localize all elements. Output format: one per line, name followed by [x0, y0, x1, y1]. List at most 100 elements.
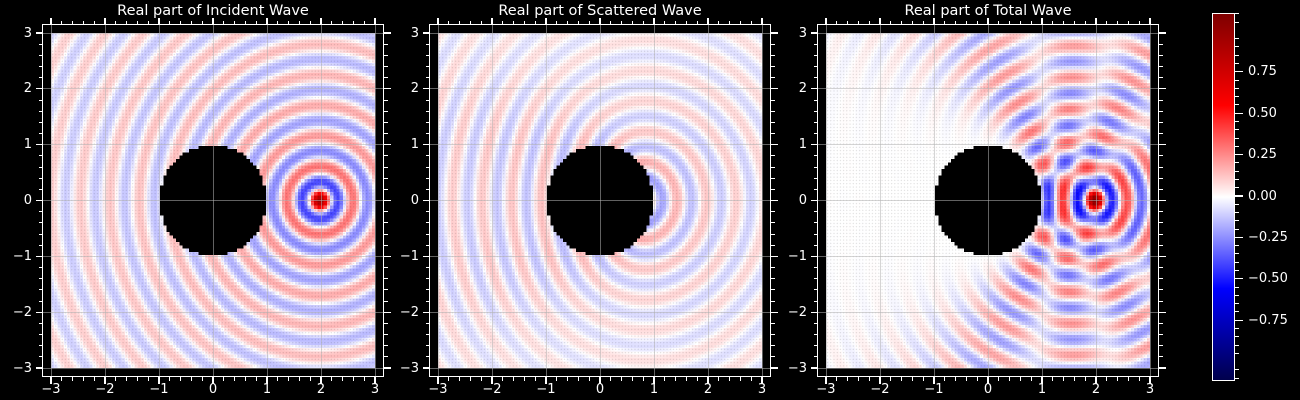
tick-mark — [422, 367, 429, 369]
tick-mark — [685, 20, 687, 24]
tick-mark — [1159, 54, 1163, 56]
colorbar-tick-label: 0.50 — [1248, 105, 1277, 121]
tick-mark — [38, 345, 42, 347]
y-tick-label: −2 — [399, 304, 419, 320]
grid-line-horizontal — [817, 367, 1159, 369]
tick-mark — [771, 133, 775, 134]
tick-mark — [459, 20, 461, 24]
tick-mark — [1159, 32, 1166, 34]
tick-mark — [136, 20, 138, 24]
x-tick-label: 3 — [757, 382, 767, 397]
tick-mark — [422, 88, 429, 90]
tick-mark — [771, 155, 775, 157]
tick-mark — [1159, 367, 1166, 369]
tick-mark — [38, 356, 42, 358]
tick-mark — [987, 17, 989, 24]
tick-mark — [813, 233, 817, 235]
tick-mark — [1159, 199, 1166, 202]
tick-mark — [384, 188, 388, 190]
colorbar-minor-tick — [1235, 21, 1239, 23]
tick-mark — [567, 20, 569, 24]
tick-mark — [813, 66, 817, 67]
tick-mark — [448, 20, 450, 24]
tick-mark — [1063, 20, 1065, 24]
tick-mark — [771, 66, 775, 67]
tick-mark — [72, 377, 74, 381]
colorbar-minor-tick — [1235, 377, 1239, 379]
tick-mark — [38, 188, 42, 190]
tick-mark — [955, 377, 957, 381]
tick-mark — [422, 255, 429, 257]
colorbar-minor-tick — [1235, 286, 1239, 288]
tick-mark — [425, 278, 429, 280]
tick-mark — [425, 77, 429, 79]
tick-mark — [1159, 133, 1163, 134]
tick-mark — [771, 121, 775, 123]
tick-mark — [422, 32, 429, 34]
tick-mark — [61, 377, 63, 381]
tick-mark — [425, 155, 429, 157]
grid-line-horizontal — [429, 367, 771, 369]
tick-mark — [425, 356, 429, 358]
tick-mark — [212, 377, 214, 384]
subplot-title: Real part of Incident Wave — [117, 3, 309, 19]
tick-mark — [320, 377, 322, 384]
tick-mark — [425, 222, 429, 224]
tick-mark — [813, 177, 817, 179]
tick-mark — [384, 356, 388, 358]
tick-mark — [1149, 17, 1151, 24]
y-tick-label: −3 — [12, 360, 32, 376]
tick-mark — [813, 356, 817, 358]
tick-mark — [771, 222, 775, 224]
tick-mark — [771, 88, 778, 90]
tick-mark — [696, 20, 698, 24]
tick-mark — [374, 17, 376, 24]
tick-mark — [513, 377, 515, 381]
tick-mark — [588, 20, 590, 24]
tick-mark — [1159, 289, 1163, 291]
tick-mark — [771, 177, 775, 179]
tick-mark — [707, 17, 709, 24]
tick-mark — [545, 17, 547, 24]
tick-mark — [255, 20, 257, 24]
tick-mark — [425, 43, 429, 45]
tick-mark — [771, 32, 778, 34]
grid-line-horizontal — [817, 144, 1159, 146]
tick-mark — [610, 377, 612, 381]
colorbar-tick — [1235, 319, 1243, 321]
tick-mark — [38, 177, 42, 179]
tick-mark — [813, 121, 817, 123]
tick-mark — [813, 43, 817, 45]
tick-mark — [384, 66, 388, 67]
tick-mark — [38, 334, 42, 335]
tick-mark — [1041, 377, 1043, 384]
x-tick-label: 0 — [208, 382, 218, 397]
x-tick-label: 0 — [983, 382, 993, 397]
tick-mark — [825, 17, 827, 24]
colorbar-minor-tick — [1235, 212, 1239, 214]
colorbar-minor-tick — [1235, 120, 1239, 122]
colorbar-minor-tick — [1235, 137, 1239, 139]
tick-mark — [729, 20, 731, 24]
tick-mark — [771, 289, 775, 291]
tick-mark — [810, 88, 817, 90]
tick-mark — [35, 32, 42, 34]
tick-mark — [38, 155, 42, 157]
tick-mark — [104, 377, 106, 384]
tick-mark — [115, 20, 117, 24]
tick-mark — [857, 20, 859, 24]
tick-mark — [1159, 300, 1163, 302]
tick-mark — [384, 289, 388, 291]
colorbar-minor-tick — [1235, 344, 1239, 346]
tick-mark — [1073, 20, 1075, 24]
x-tick-label: 2 — [316, 382, 326, 397]
tick-mark — [384, 345, 388, 347]
tick-mark — [810, 367, 817, 369]
tick-mark — [425, 289, 429, 291]
tick-mark — [437, 377, 439, 384]
tick-mark — [425, 334, 429, 335]
colorbar-minor-tick — [1235, 87, 1239, 89]
tick-mark — [384, 77, 388, 79]
tick-mark — [288, 20, 290, 24]
subplot-scattered-wave: Real part of Scattered Wave −3 −2 −1 0 1 2 3 −3… — [400, 0, 778, 400]
